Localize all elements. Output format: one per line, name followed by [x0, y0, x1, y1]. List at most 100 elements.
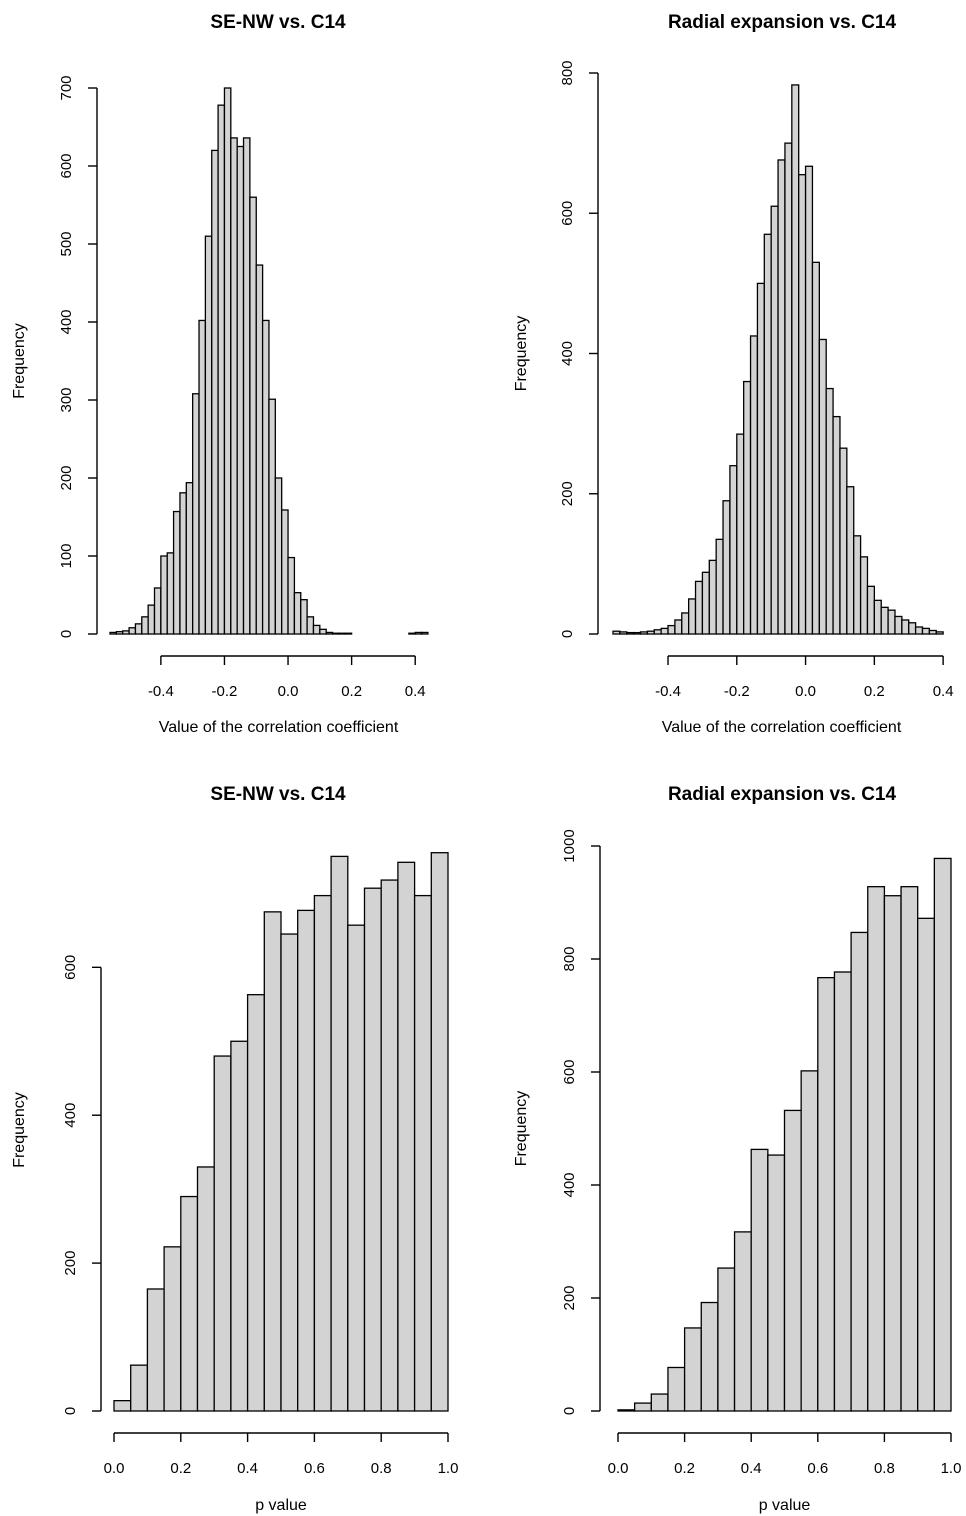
- histogram-bar: [743, 380, 752, 635]
- histogram-bar: [650, 1393, 669, 1412]
- histogram-bar: [179, 492, 187, 635]
- histogram-bar: [211, 149, 219, 635]
- histogram-bar: [832, 415, 841, 635]
- histogram-bar: [767, 1154, 786, 1412]
- histogram-bar: [115, 631, 124, 635]
- y-tick-label: 400: [561, 1172, 578, 1197]
- histogram-bar: [617, 1409, 636, 1412]
- x-tick-label: 0.6: [304, 1460, 325, 1477]
- histogram-bar: [249, 196, 257, 635]
- x-axis-label: p value: [759, 1497, 811, 1514]
- histogram-bar: [701, 571, 710, 635]
- histogram-bar: [213, 1055, 232, 1412]
- y-tick-label: 200: [62, 1251, 79, 1276]
- histogram-bar: [867, 886, 886, 1412]
- histogram-bar: [313, 894, 332, 1412]
- histogram-bar: [688, 598, 697, 635]
- histogram-bar: [756, 282, 765, 635]
- histogram-bar: [166, 552, 175, 635]
- histogram-bar: [163, 1246, 182, 1412]
- chart-title: SE-NW vs. C14: [210, 12, 346, 33]
- x-tick-label: 0.8: [371, 1460, 392, 1477]
- y-tick-label: 1000: [561, 829, 578, 862]
- histogram-bar: [817, 976, 836, 1412]
- histogram-bar: [917, 917, 936, 1412]
- x-tick-label: 0.2: [674, 1460, 695, 1477]
- histogram-bar: [729, 465, 738, 635]
- histogram-bar: [674, 619, 683, 635]
- histogram-bar: [263, 911, 282, 1412]
- histogram-bar: [694, 580, 704, 635]
- y-tick-label: 100: [58, 543, 75, 568]
- histogram-bar: [344, 632, 353, 635]
- histogram-bar: [287, 556, 296, 635]
- histogram-bar: [770, 205, 779, 635]
- histogram-bar: [859, 556, 869, 635]
- histogram-bar: [850, 931, 869, 1412]
- histogram-bar: [632, 631, 642, 635]
- histogram-bar: [811, 261, 820, 635]
- histogram-bar: [736, 433, 745, 635]
- x-tick-label: 0.4: [405, 683, 426, 700]
- histogram-bar: [783, 1109, 802, 1412]
- histogram-bar: [141, 616, 149, 635]
- histogram-bar: [722, 500, 731, 635]
- x-tick-label: 0.6: [807, 1460, 828, 1477]
- histogram-bar: [420, 631, 429, 635]
- histogram-bar: [363, 887, 382, 1412]
- histogram-bar: [873, 599, 882, 635]
- histogram-bar: [397, 861, 416, 1412]
- chart-title: SE-NW vs. C14: [210, 784, 346, 805]
- histogram-bar: [887, 609, 896, 635]
- histogram-bar: [901, 619, 910, 635]
- y-tick-label: 200: [559, 481, 576, 506]
- y-tick-label: 600: [62, 955, 79, 980]
- histogram-bar: [306, 616, 315, 635]
- x-tick-label: 0.4: [741, 1460, 762, 1477]
- y-tick-label: 400: [559, 341, 576, 366]
- y-axis-label: Frequency: [11, 323, 28, 399]
- histogram-bar: [172, 510, 181, 635]
- y-axis-label: Frequency: [513, 316, 530, 392]
- x-tick-label: 0.2: [170, 1460, 191, 1477]
- histogram-bar: [667, 624, 676, 635]
- chart-title: Radial expansion vs. C14: [668, 784, 897, 805]
- histogram-bar: [846, 486, 855, 635]
- y-tick-label: 0: [559, 630, 576, 638]
- histogram-bar: [230, 137, 238, 635]
- y-axis-label: Frequency: [11, 1092, 28, 1168]
- y-tick-label: 300: [58, 387, 75, 412]
- histogram-bar: [681, 612, 690, 635]
- histogram-bar: [833, 971, 852, 1412]
- histogram-bar: [236, 145, 245, 635]
- x-tick-label: 0.0: [104, 1460, 125, 1477]
- x-tick-label: -0.2: [212, 683, 238, 700]
- histogram-bar: [325, 631, 334, 635]
- histogram-bar: [866, 585, 875, 635]
- histogram-bar: [700, 1301, 719, 1412]
- histogram-bar: [619, 631, 628, 635]
- x-tick-label: -0.2: [724, 683, 750, 700]
- chart-title: Radial expansion vs. C14: [668, 12, 897, 33]
- histogram-bar: [134, 623, 143, 635]
- histogram-bar: [646, 630, 655, 635]
- histogram-bar: [883, 895, 902, 1412]
- histogram-bar: [667, 1366, 686, 1412]
- histogram-bar: [777, 159, 786, 635]
- histogram-bar: [839, 447, 848, 635]
- x-tick-label: -0.4: [655, 683, 681, 700]
- histogram-bar: [246, 994, 265, 1412]
- histogram-bar: [230, 1040, 249, 1412]
- histogram-bar: [708, 559, 717, 635]
- y-tick-label: 800: [559, 60, 576, 85]
- x-tick-label: 1.0: [438, 1460, 459, 1477]
- histogram-bar: [894, 615, 903, 635]
- histogram-bar: [268, 398, 276, 635]
- histogram-bar: [180, 1195, 199, 1412]
- histogram-bar: [800, 1070, 819, 1412]
- x-tick-label: 1.0: [941, 1460, 962, 1477]
- y-tick-label: 600: [559, 201, 576, 226]
- histogram-bar: [414, 631, 423, 635]
- panel-pvalue-senw: SE-NW vs. C14 0.0 0.2 0.4 0.6 0.8 1.0 0 200 400 60…: [11, 784, 458, 1514]
